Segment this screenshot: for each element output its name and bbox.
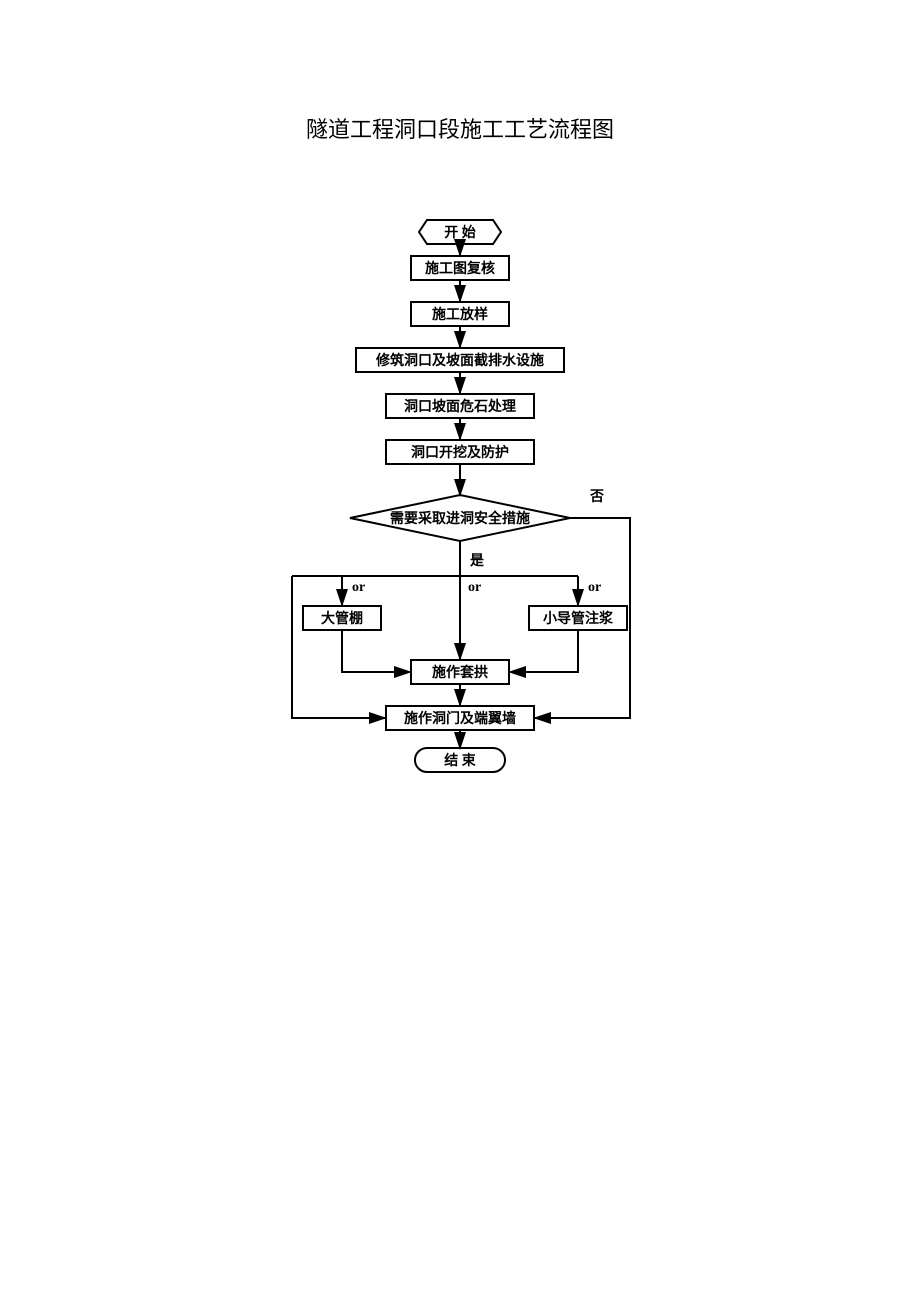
flowchart-diagram: 开 始需要采取进洞安全措施结 束 施工图复核施工放样修筑洞口及坡面截排水设施洞口… [270, 218, 650, 786]
svg-text:开 始: 开 始 [444, 224, 476, 241]
label-no: 否 [590, 486, 604, 506]
node-n7: 施作洞门及端翼墙 [385, 705, 535, 731]
node-n2: 施工放样 [410, 301, 510, 327]
node-opt2: 小导管注浆 [528, 605, 628, 631]
node-n6: 施作套拱 [410, 659, 510, 685]
node-n1: 施工图复核 [410, 255, 510, 281]
node-opt1: 大管棚 [302, 605, 382, 631]
node-n4: 洞口坡面危石处理 [385, 393, 535, 419]
page-title: 隧道工程洞口段施工工艺流程图 [0, 112, 920, 144]
svg-text:结 束: 结 束 [444, 752, 476, 769]
svg-text:需要采取进洞安全措施: 需要采取进洞安全措施 [390, 510, 530, 527]
label-or3: or [588, 580, 601, 596]
label-yes: 是 [470, 550, 484, 570]
label-or2: or [468, 580, 481, 596]
node-n5: 洞口开挖及防护 [385, 439, 535, 465]
node-n3: 修筑洞口及坡面截排水设施 [355, 347, 565, 373]
label-or1: or [352, 580, 365, 596]
